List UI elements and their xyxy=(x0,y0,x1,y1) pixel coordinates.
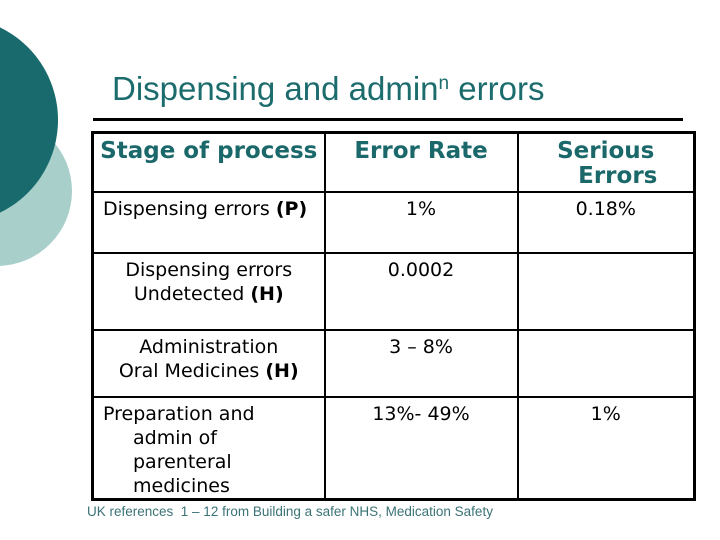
title-main: Dispensing and admin xyxy=(112,70,439,107)
cell-serious-errors xyxy=(516,328,696,398)
text-segment: admin of xyxy=(133,426,217,449)
column-header-serious-errors: Serious Errors xyxy=(516,131,696,193)
cell-error-rate: 0.0002 xyxy=(323,251,519,331)
text-segment-bold: (H) xyxy=(265,359,299,382)
text-segment: Oral Medicines xyxy=(118,359,266,382)
title-underline xyxy=(93,118,683,121)
text-segment: Preparation and xyxy=(103,402,255,425)
stage-text-line: Undetected (H) xyxy=(98,282,320,306)
cell-stage-administration-oral: Administration Oral Medicines (H) xyxy=(91,328,326,398)
table-header-row: Stage of process Error Rate Serious Erro… xyxy=(91,131,696,193)
cell-stage-preparation-parenteral: Preparation and admin of parenteral medi… xyxy=(91,395,326,500)
cell-error-rate: 1% xyxy=(323,190,519,254)
cell-serious-errors xyxy=(516,251,696,331)
table-row-preparation-parenteral: Preparation and admin of parenteral medi… xyxy=(91,395,696,500)
text-segment: Administration xyxy=(139,335,279,358)
stage-text-line: Preparation and xyxy=(103,402,320,426)
cell-stage-dispensing-undetected: Dispensing errors Undetected (H) xyxy=(91,251,326,331)
text-segment: Undetected xyxy=(133,282,251,305)
text-segment: medicines xyxy=(133,474,230,497)
title-rest: errors xyxy=(449,70,545,107)
title-superscript: n xyxy=(438,73,450,94)
text-segment-bold: (P) xyxy=(275,197,308,220)
stage-text-line: Administration xyxy=(98,335,320,359)
reference-note: UK references 1 – 12 from Building a saf… xyxy=(87,504,493,519)
stage-text-line: Dispensing errors xyxy=(98,258,320,282)
text-segment: Dispensing errors xyxy=(125,258,293,281)
table-row-administration-oral: Administration Oral Medicines (H) 3 – 8% xyxy=(91,328,696,398)
header-serious-line2: Errors xyxy=(578,163,658,189)
cell-stage-dispensing-errors: Dispensing errors (P) xyxy=(91,190,326,254)
errors-table: Stage of process Error Rate Serious Erro… xyxy=(91,131,696,501)
cell-serious-errors: 0.18% xyxy=(516,190,696,254)
text-segment: Dispensing errors xyxy=(103,197,276,220)
cell-error-rate: 3 – 8% xyxy=(323,328,519,398)
stage-text-line: medicines xyxy=(103,474,320,498)
table-row-dispensing-errors: Dispensing errors (P) 1% 0.18% xyxy=(91,190,696,254)
column-header-stage: Stage of process xyxy=(91,131,326,193)
stage-text-line: Oral Medicines (H) xyxy=(98,359,320,383)
header-serious-line1: Serious xyxy=(557,138,655,164)
text-segment-bold: (H) xyxy=(250,282,284,305)
stage-text-line: parenteral xyxy=(103,450,320,474)
page-title: Dispensing and adminn errors xyxy=(112,70,545,107)
text-segment: parenteral xyxy=(133,450,232,473)
table-row-dispensing-undetected: Dispensing errors Undetected (H) 0.0002 xyxy=(91,251,696,331)
cell-error-rate: 13%- 49% xyxy=(323,395,519,500)
cell-serious-errors: 1% xyxy=(516,395,696,500)
column-header-error-rate: Error Rate xyxy=(323,131,519,193)
stage-text-line: Dispensing errors (P) xyxy=(103,197,320,221)
stage-text-line: admin of xyxy=(103,426,320,450)
